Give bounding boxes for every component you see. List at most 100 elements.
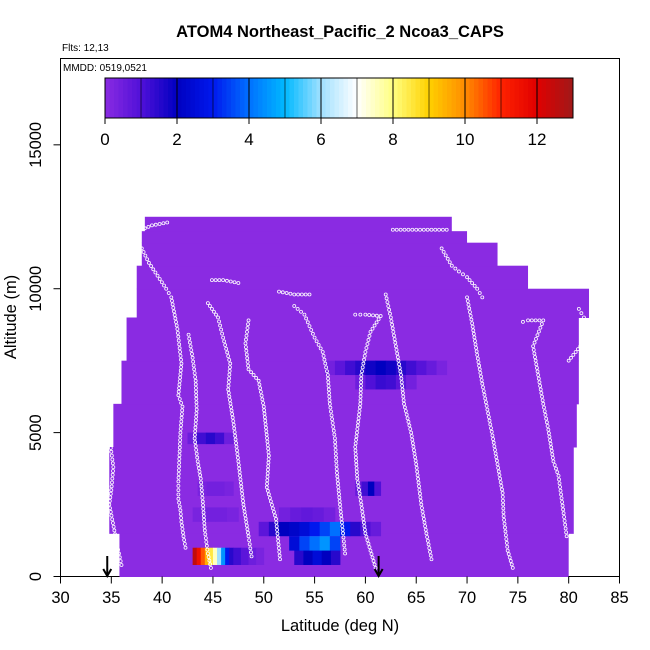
track-point xyxy=(359,506,364,511)
track-point xyxy=(355,423,360,428)
track-point xyxy=(230,415,235,420)
track-point xyxy=(411,444,416,449)
track-point xyxy=(239,484,244,489)
track-point xyxy=(491,440,496,445)
track-point xyxy=(248,546,253,551)
track-point xyxy=(110,517,115,522)
track-point xyxy=(309,328,314,332)
colorbar-segment xyxy=(393,78,398,118)
track-point xyxy=(545,420,549,425)
colorbar-segment xyxy=(172,78,178,118)
track-point xyxy=(177,386,181,391)
track-point xyxy=(412,451,417,456)
track-point xyxy=(392,333,396,338)
track-point xyxy=(494,455,499,459)
colorbar-segment xyxy=(136,78,142,118)
track-point xyxy=(181,530,185,535)
track-point xyxy=(179,400,184,405)
track-point xyxy=(108,510,113,514)
track-point xyxy=(564,534,569,539)
track-point xyxy=(399,373,403,377)
track-point xyxy=(265,481,269,486)
track-point xyxy=(265,471,270,476)
track-point xyxy=(461,272,465,277)
track-point xyxy=(178,375,182,380)
track-point xyxy=(363,312,368,317)
track-point xyxy=(176,475,181,480)
track-point xyxy=(534,336,538,341)
track-point xyxy=(501,506,506,511)
track-point xyxy=(265,439,270,444)
track-point xyxy=(414,227,419,232)
track-point xyxy=(357,491,362,496)
x-axis-label: Latitude (deg N) xyxy=(281,617,399,635)
track-point xyxy=(563,526,568,531)
track-point xyxy=(475,353,480,357)
track-point xyxy=(109,488,114,493)
track-point xyxy=(275,535,280,540)
track-point xyxy=(338,502,342,507)
track-point xyxy=(197,466,201,471)
heatmap-cell xyxy=(289,521,300,537)
track-point xyxy=(277,546,281,551)
track-point xyxy=(561,511,566,516)
track-point xyxy=(353,448,358,453)
track-point xyxy=(550,455,555,460)
coverage-cell xyxy=(136,265,529,290)
track-point xyxy=(416,480,421,485)
track-point xyxy=(384,296,389,301)
track-point xyxy=(176,334,181,339)
track-point xyxy=(479,374,483,379)
track-point xyxy=(266,464,271,469)
track-point xyxy=(266,467,270,472)
track-point xyxy=(192,367,197,372)
track-point xyxy=(299,292,304,297)
track-point xyxy=(108,495,113,500)
track-point xyxy=(245,527,250,532)
track-point xyxy=(229,405,233,409)
x-tick-label: 30 xyxy=(51,589,69,607)
colorbar-segment xyxy=(186,78,191,118)
track-point xyxy=(354,459,359,463)
track-point xyxy=(543,413,548,417)
track-point xyxy=(108,491,113,496)
track-point xyxy=(423,527,428,532)
track-point xyxy=(180,408,185,413)
track-point xyxy=(217,319,221,324)
colorbar-segment xyxy=(271,78,277,118)
track-point xyxy=(161,221,166,226)
track-point xyxy=(357,409,362,413)
track-point xyxy=(500,491,505,495)
colorbar-segment xyxy=(370,78,376,118)
track-point xyxy=(576,347,580,352)
track-point xyxy=(453,266,458,271)
heatmap-cell xyxy=(301,507,313,522)
colorbar-segment xyxy=(258,78,263,118)
track-point xyxy=(177,460,182,465)
track-point xyxy=(238,473,242,478)
colorbar-segment xyxy=(240,78,245,118)
x-axis: 30 35 40 45 50 55 60 65 70 75 80 85 xyxy=(51,576,629,607)
track-point xyxy=(180,404,185,409)
track-point xyxy=(326,383,331,388)
colorbar-segment xyxy=(163,78,169,118)
track-point xyxy=(498,476,502,481)
heatmap-cell xyxy=(196,432,207,445)
track-point xyxy=(106,434,111,439)
heatmap-cell xyxy=(385,375,397,390)
colorbar-segment xyxy=(285,78,290,118)
track-point xyxy=(545,424,550,428)
track-point xyxy=(233,433,238,438)
track-point xyxy=(226,383,231,388)
track-point xyxy=(244,345,248,350)
coverage-cell xyxy=(141,242,498,267)
heatmap-cell xyxy=(321,547,332,565)
track-point xyxy=(406,419,411,424)
track-point xyxy=(578,344,583,349)
track-point xyxy=(246,322,250,327)
track-point xyxy=(449,263,454,268)
heatmap-cell xyxy=(355,375,366,390)
colorbar-segment xyxy=(339,78,344,118)
track-point xyxy=(176,472,181,476)
coverage-cell xyxy=(113,403,577,448)
